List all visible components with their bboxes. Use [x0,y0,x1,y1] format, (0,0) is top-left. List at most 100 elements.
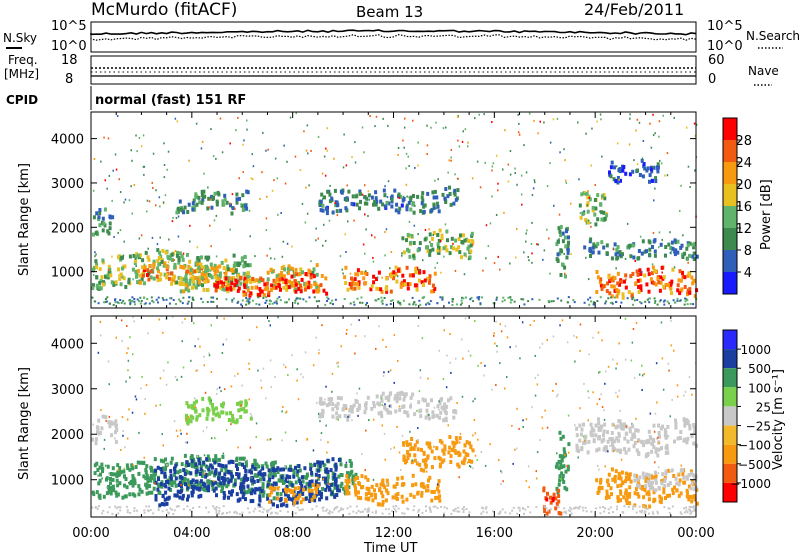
range-cell [615,391,617,394]
range-cell [195,417,199,422]
range-cell [349,302,352,305]
range-cell [385,201,389,206]
range-cell [122,276,126,281]
range-cell [189,509,192,511]
range-cell [94,265,98,270]
range-cell [374,196,378,201]
range-cell [219,117,222,120]
range-cell [422,283,425,287]
range-cell [683,511,686,514]
range-cell [589,296,592,299]
range-cell [287,264,291,269]
range-cell [131,299,134,302]
range-cell [91,296,94,299]
range-cell [464,128,467,131]
range-cell [337,418,339,421]
range-cell [294,465,297,470]
range-cell [557,226,561,231]
range-cell [652,134,655,137]
range-cell [436,262,439,264]
range-cell [404,117,406,120]
range-cell [156,465,160,470]
range-cell [561,239,565,244]
range-cell [430,398,433,403]
range-cell [552,300,555,303]
range-cell [653,470,657,475]
range-cell [567,509,570,512]
range-cell [448,159,450,162]
range-cell [294,497,298,502]
range-cell [549,141,552,144]
range-cell [582,441,586,446]
range-cell [623,279,626,284]
range-cell [427,377,429,380]
range-cell [241,456,245,461]
scatter-region [608,158,660,185]
range-cell [564,159,566,162]
range-cell [380,414,384,419]
range-cell [215,199,219,204]
range-cell [657,447,661,452]
range-cell [435,121,437,124]
range-cell [178,298,181,301]
range-cell [247,507,249,510]
range-cell [356,297,359,300]
range-cell [690,499,694,504]
range-cell [448,445,452,450]
range-cell [202,482,205,487]
range-cell [265,464,269,469]
range-cell [248,263,252,268]
range-cell [604,495,608,500]
range-cell [611,301,614,304]
range-cell [635,483,639,488]
range-cell [423,203,427,208]
range-cell [190,404,194,408]
range-cell [107,264,111,269]
range-cell [270,511,273,514]
range-cell [390,197,394,202]
range-cell [416,491,420,496]
range-cell [517,131,520,134]
range-cell [618,342,620,345]
range-cell [681,270,684,275]
range-cell [115,507,118,510]
range-cell [314,472,318,477]
range-cell [352,403,356,408]
range-cell [223,388,226,391]
scatter-region [343,265,437,294]
range-cell [283,363,285,366]
range-cell [409,395,413,400]
range-cell [458,145,461,148]
range-cell [480,451,483,453]
range-cell [172,275,176,280]
range-cell [679,468,683,473]
range-cell [543,121,545,124]
range-cell [518,122,520,125]
noise-left-tick-top: 10^5 [51,19,87,34]
range-cell [237,408,241,413]
range-cell [242,456,246,461]
range-cell [579,407,581,410]
range-cell [402,139,404,142]
range-cell [365,228,367,231]
range-cell [112,281,116,286]
range-cell [268,499,272,504]
range-cell [684,390,687,393]
range-cell [437,209,441,214]
range-cell [599,277,603,282]
range-cell [669,246,673,250]
range-cell [599,506,602,509]
range-cell [202,189,206,194]
range-cell [326,470,330,474]
range-cell [318,460,322,465]
range-cell [599,477,603,482]
range-cell [452,444,456,449]
range-cell [670,319,672,322]
range-cell [428,506,431,509]
range-cell [281,439,283,442]
range-cell [114,301,117,304]
range-cell [166,496,170,501]
freq-tick-bottom: 8 [65,72,73,87]
range-cell [298,479,302,483]
range-cell [194,195,198,200]
